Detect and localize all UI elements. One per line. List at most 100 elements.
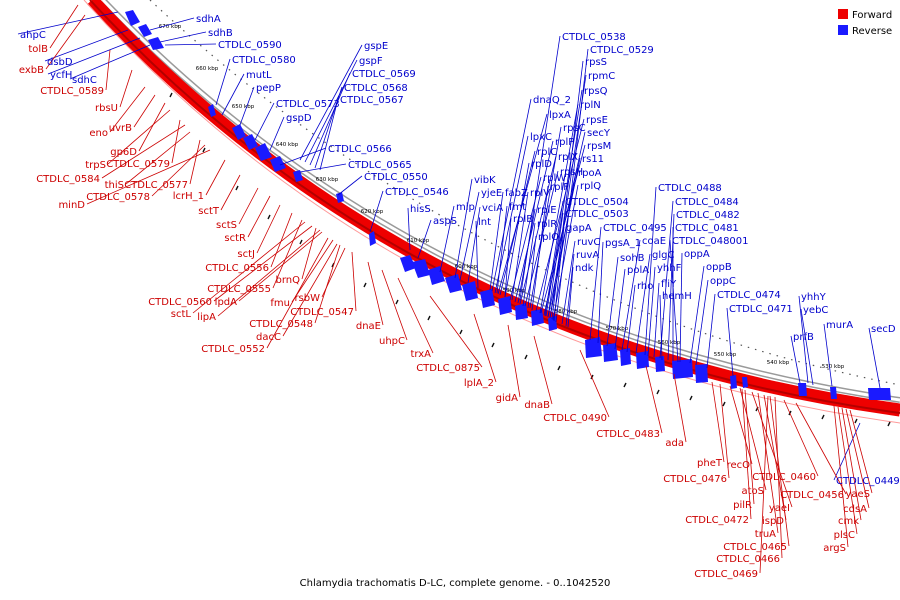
reverse-gene-block[interactable] — [428, 266, 445, 285]
forward-gene-label-this[interactable]: thiS — [105, 180, 124, 191]
forward-gene-label-atos[interactable]: atoS — [741, 486, 764, 497]
reverse-gene-label-sdhc[interactable]: sdhC — [72, 75, 97, 86]
reverse-gene-label-mutl[interactable]: mutL — [246, 70, 272, 81]
forward-gene-label-ctdlc-0589[interactable]: CTDLC_0589 — [40, 86, 104, 97]
reverse-gene-label-dsbd[interactable]: dsbD — [47, 57, 73, 68]
forward-gene-label-lpda[interactable]: lpdA — [215, 297, 237, 308]
forward-gene-label-cdsa[interactable]: cdsA — [843, 504, 867, 515]
forward-gene-label-plsc[interactable]: plsC — [834, 530, 855, 541]
reverse-gene-label-ctdlc-0449[interactable]: CTDLC_0449 — [836, 476, 900, 487]
reverse-gene-label-oppa[interactable]: oppA — [684, 249, 710, 260]
reverse-gene-label-rpld[interactable]: rplD — [531, 159, 552, 170]
forward-gene-label-exbb[interactable]: exbB — [19, 65, 44, 76]
forward-gene-label-ctdlc-0579[interactable]: CTDLC_0579 — [106, 159, 170, 170]
reverse-gene-label-rplb[interactable]: rplB — [513, 214, 533, 225]
reverse-gene-block[interactable] — [369, 231, 376, 246]
reverse-gene-label-rpsm[interactable]: rpsM — [587, 141, 611, 152]
reverse-gene-block[interactable] — [636, 351, 649, 369]
reverse-gene-label-vcia[interactable]: vciA — [482, 203, 503, 214]
forward-gene-label-trua[interactable]: truA — [755, 529, 776, 540]
reverse-gene-block[interactable] — [655, 356, 665, 372]
forward-gene-label-tolb[interactable]: tolB — [28, 44, 48, 55]
reverse-gene-label-secy[interactable]: secY — [587, 128, 611, 139]
reverse-gene-label-sdha[interactable]: sdhA — [196, 14, 221, 25]
reverse-gene-label-oppc[interactable]: oppC — [710, 276, 736, 287]
reverse-gene-label-rpln[interactable]: rplN — [580, 100, 601, 111]
forward-gene-label-gida[interactable]: gidA — [496, 393, 518, 404]
forward-gene-label-ispd[interactable]: ispD — [762, 516, 784, 527]
reverse-gene-block[interactable] — [868, 388, 891, 400]
forward-gene-label-trxa[interactable]: trxA — [410, 349, 431, 360]
forward-gene-label-ctdlc-0490[interactable]: CTDLC_0490 — [543, 413, 607, 424]
reverse-gene-label-rpsh[interactable]: rpsH — [560, 167, 583, 178]
reverse-gene-label-rplv[interactable]: rplV — [530, 188, 550, 199]
forward-gene-label-mind[interactable]: minD — [58, 200, 85, 211]
forward-gene-label-rsbw[interactable]: rsbW — [294, 293, 320, 304]
reverse-gene-label-pgsa-1[interactable]: pgsA_1 — [605, 238, 641, 249]
forward-gene-label-eno[interactable]: eno — [89, 128, 108, 139]
reverse-gene-label-ctdlc-0569[interactable]: CTDLC_0569 — [352, 69, 416, 80]
forward-gene-label-lpla-2[interactable]: lplA_2 — [464, 378, 494, 389]
forward-gene-label-ctdlc-0466[interactable]: CTDLC_0466 — [716, 554, 780, 565]
forward-gene-label-ctdlc-0456[interactable]: CTDLC_0456 — [780, 490, 844, 501]
forward-gene-label-sctl[interactable]: sctL — [171, 309, 192, 320]
reverse-gene-label-ctdlc-0565[interactable]: CTDLC_0565 — [348, 160, 412, 171]
reverse-gene-label-ctdlc-0529[interactable]: CTDLC_0529 — [590, 45, 654, 56]
reverse-gene-label-ndk[interactable]: ndk — [575, 263, 594, 274]
reverse-gene-label-dnaq-2[interactable]: dnaQ_2 — [533, 95, 571, 106]
reverse-gene-block[interactable] — [585, 337, 602, 358]
forward-gene-label-ctdlc-0577[interactable]: CTDLC_0577 — [124, 180, 188, 191]
forward-gene-label-uvrb[interactable]: uvrB — [109, 123, 132, 134]
reverse-gene-label-rpsc[interactable]: rpsC — [563, 123, 586, 134]
reverse-gene-block[interactable] — [255, 143, 272, 161]
forward-gene-label-phet[interactable]: pheT — [697, 458, 723, 469]
reverse-gene-label-ctdlc-048001[interactable]: CTDLC_048001 — [672, 236, 749, 247]
reverse-gene-block[interactable] — [603, 343, 618, 362]
reverse-gene-label-secd[interactable]: secD — [871, 324, 896, 335]
forward-gene-label-reco[interactable]: recO — [727, 460, 751, 471]
reverse-gene-label-gspd[interactable]: gspD — [286, 113, 312, 124]
reverse-gene-label-ctdlc-0550[interactable]: CTDLC_0550 — [364, 172, 428, 183]
reverse-gene-label-lnt[interactable]: lnt — [478, 217, 491, 228]
reverse-gene-label-prfb[interactable]: prfB — [793, 332, 814, 343]
reverse-gene-label-ctdlc-0568[interactable]: CTDLC_0568 — [344, 83, 408, 94]
reverse-gene-label-yjee[interactable]: yjeE — [481, 188, 502, 199]
reverse-gene-label-sdhb[interactable]: sdhB — [208, 28, 233, 39]
forward-gene-label-ctdlc-0483[interactable]: CTDLC_0483 — [596, 429, 660, 440]
forward-gene-label-lcrh-1[interactable]: lcrH_1 — [173, 191, 204, 202]
reverse-gene-label-ahpc[interactable]: ahpC — [20, 30, 46, 41]
reverse-gene-label-ctdlc-0488[interactable]: CTDLC_0488 — [658, 183, 722, 194]
reverse-gene-label-rplr[interactable]: rplR — [537, 219, 557, 230]
reverse-gene-label-rplf[interactable]: rplF — [550, 182, 569, 193]
reverse-gene-label-oppb[interactable]: oppB — [706, 262, 732, 273]
forward-gene-label-sctt[interactable]: sctT — [198, 206, 220, 217]
reverse-gene-label-glgc[interactable]: glgC — [652, 250, 674, 261]
reverse-gene-label-coae[interactable]: coaE — [642, 236, 666, 247]
reverse-gene-label-ruvc[interactable]: ruvC — [577, 237, 600, 248]
forward-gene-label-ctdlc-0472[interactable]: CTDLC_0472 — [685, 515, 749, 526]
forward-gene-label-rbsu[interactable]: rbsU — [95, 103, 118, 114]
forward-gene-label-uhpc[interactable]: uhpC — [379, 336, 405, 347]
forward-gene-label-ctdlc-0469[interactable]: CTDLC_0469 — [694, 569, 758, 580]
reverse-gene-label-ctdlc-0573[interactable]: CTDLC_0573 — [276, 99, 340, 110]
forward-gene-label-ctdlc-0556[interactable]: CTDLC_0556 — [205, 263, 269, 274]
forward-gene-label-ctdlc-0476[interactable]: CTDLC_0476 — [663, 474, 727, 485]
reverse-gene-label-ctdlc-0495[interactable]: CTDLC_0495 — [603, 223, 667, 234]
reverse-gene-block[interactable] — [730, 375, 737, 389]
forward-gene-label-dnab[interactable]: dnaB — [524, 400, 550, 411]
reverse-gene-label-ycfh[interactable]: ycfH — [50, 70, 72, 81]
reverse-gene-label-gapa[interactable]: gapA — [566, 223, 592, 234]
forward-gene-label-ada[interactable]: ada — [665, 438, 684, 449]
reverse-gene-block[interactable] — [695, 364, 708, 383]
reverse-gene-block[interactable] — [742, 377, 748, 388]
reverse-gene-label-ctdlc-0484[interactable]: CTDLC_0484 — [675, 197, 739, 208]
forward-gene-label-dnae[interactable]: dnaE — [356, 321, 381, 332]
reverse-gene-label-rpoa[interactable]: rpoA — [578, 168, 602, 179]
reverse-gene-block[interactable] — [548, 316, 557, 331]
reverse-gene-label-rpss[interactable]: rpsS — [585, 57, 607, 68]
reverse-gene-label-rplw[interactable]: rplW — [543, 173, 566, 184]
reverse-gene-label-sohb[interactable]: sohB — [620, 253, 645, 264]
reverse-gene-label-ctdlc-0567[interactable]: CTDLC_0567 — [340, 95, 404, 106]
forward-gene-label-ctdlc-0547[interactable]: CTDLC_0547 — [290, 307, 354, 318]
reverse-gene-label-rplp[interactable]: rplP — [555, 137, 574, 148]
